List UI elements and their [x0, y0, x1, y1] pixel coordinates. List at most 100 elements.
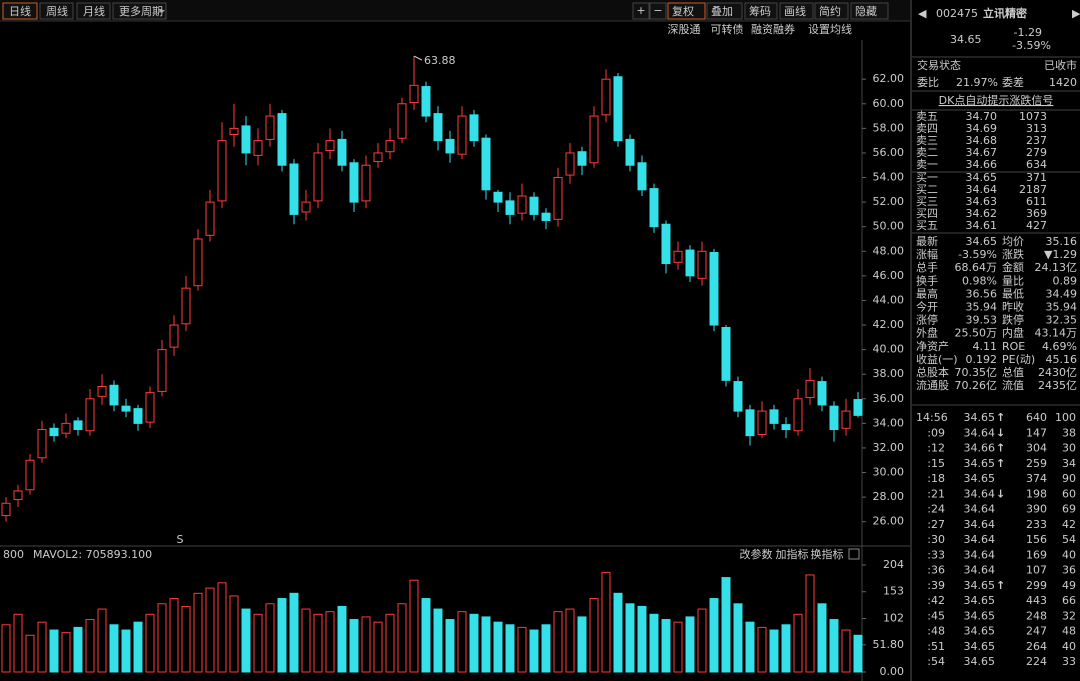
volume-bar — [469, 613, 479, 673]
zoom-label[interactable]: − — [653, 4, 662, 17]
volume-bar — [97, 608, 107, 673]
tick-count: 69 — [1062, 503, 1076, 516]
tick-time: :12 — [927, 442, 945, 455]
book-volume: 427 — [1026, 219, 1047, 232]
signal-banner[interactable]: DK点自动提示涨跌信号 — [939, 93, 1054, 107]
sub-link[interactable]: 可转债 — [711, 22, 744, 36]
tick-time: :45 — [927, 609, 945, 622]
y-tick-label: 46.00 — [873, 269, 905, 282]
candle-body — [637, 162, 647, 191]
indicator-tool[interactable]: 换指标 — [811, 547, 844, 561]
candle-body — [265, 115, 275, 140]
y-tick-label: 60.00 — [873, 97, 905, 110]
indicator-tool[interactable]: 改参数 — [740, 547, 773, 561]
volume-bar — [73, 626, 83, 673]
stat-label: 收益(一) — [916, 352, 958, 366]
tick-price: 34.64 — [964, 533, 996, 546]
sub-link[interactable]: 融资融券 — [751, 22, 795, 36]
candle-body — [613, 76, 623, 142]
period-label[interactable]: 月线 — [83, 4, 105, 18]
stat-label: 总值 — [1002, 365, 1024, 379]
diff-value: 1420 — [1049, 76, 1077, 89]
price-change-pct: -3.59% — [1012, 39, 1051, 52]
volume-bar — [349, 619, 359, 673]
zoom-button[interactable] — [632, 2, 650, 20]
sub-link[interactable]: 深股通 — [668, 23, 701, 36]
tool-button[interactable] — [779, 2, 814, 20]
stat-value: 0.192 — [966, 353, 998, 366]
tool-button[interactable] — [667, 2, 706, 20]
period-button[interactable] — [39, 2, 74, 20]
candle-body — [13, 490, 23, 501]
period-button[interactable] — [76, 2, 111, 20]
period-label[interactable]: 更多周期 — [119, 4, 163, 18]
candle-body — [73, 420, 83, 431]
candle-body — [565, 152, 575, 176]
tool-button[interactable] — [706, 2, 743, 20]
annotation-arrow — [413, 55, 423, 61]
tick-arrow: ↓ — [996, 426, 1005, 439]
volume-bar — [625, 603, 635, 673]
candle-body — [205, 201, 215, 236]
zoom-label[interactable]: + — [636, 4, 645, 17]
close-box[interactable] — [848, 548, 860, 560]
sub-link[interactable]: 设置均线 — [808, 22, 852, 36]
candle-body — [25, 459, 35, 491]
volume-bar — [661, 619, 671, 673]
stat-label: ROE — [1002, 340, 1025, 353]
price-change: -1.29 — [1014, 26, 1042, 39]
candle-body — [421, 86, 431, 117]
y-tick-label: 26.00 — [873, 515, 905, 528]
stat-value: 34.65 — [966, 235, 998, 248]
period-button[interactable] — [2, 2, 38, 20]
candle-body — [373, 152, 383, 163]
stat-label: 内盘 — [1002, 326, 1024, 340]
zoom-button[interactable] — [649, 2, 667, 20]
book-volume: 237 — [1026, 134, 1047, 147]
tool-label[interactable]: 简约 — [819, 4, 841, 18]
next-arrow[interactable]: ▶ — [1072, 7, 1080, 20]
period-label[interactable]: 日线 — [9, 4, 31, 18]
book-price: 34.70 — [966, 110, 998, 123]
tick-count: 40 — [1062, 548, 1076, 561]
tick-volume: 304 — [1026, 442, 1047, 455]
tool-button[interactable] — [850, 2, 889, 20]
book-volume: 1073 — [1019, 110, 1047, 123]
prev-arrow[interactable]: ◀ — [918, 7, 927, 20]
volume-bar — [685, 616, 695, 673]
high-annotation: 63.88 — [424, 54, 456, 67]
tick-arrow: ↑ — [996, 442, 1005, 455]
volume-bar — [205, 587, 215, 673]
tick-volume: 224 — [1026, 655, 1047, 668]
stat-value: 24.13亿 — [1035, 261, 1078, 274]
book-label: 买五 — [916, 219, 938, 232]
tick-volume: 156 — [1026, 533, 1047, 546]
candle-body — [313, 152, 323, 202]
tool-label[interactable]: 筹码 — [749, 4, 771, 18]
book-price: 34.66 — [966, 158, 998, 171]
tick-time: :27 — [927, 518, 945, 531]
tool-label[interactable]: 隐藏 — [855, 5, 877, 18]
candle-body — [97, 385, 107, 397]
tick-volume: 299 — [1026, 579, 1047, 592]
ratio-label: 委比 — [917, 76, 939, 89]
candle-body — [133, 408, 143, 424]
period-label[interactable]: 周线 — [46, 4, 68, 18]
tool-label[interactable]: 画线 — [784, 4, 806, 18]
indicator-tool[interactable]: 加指标 — [776, 547, 809, 561]
candle-body — [445, 138, 455, 154]
volume-bar — [121, 629, 131, 673]
period-button[interactable] — [112, 2, 167, 20]
candle-body — [145, 392, 155, 423]
tool-button[interactable] — [814, 2, 849, 20]
tool-label[interactable]: 复权 — [672, 4, 694, 18]
stat-value: 35.94 — [966, 301, 998, 314]
stat-label: 涨幅 — [916, 248, 938, 261]
tool-button[interactable] — [744, 2, 778, 20]
tick-volume: 247 — [1026, 625, 1047, 638]
volume-bar — [433, 608, 443, 673]
tool-label[interactable]: 叠加 — [711, 5, 733, 18]
candle-body — [829, 405, 839, 431]
tick-volume: 248 — [1026, 609, 1047, 622]
volume-bar — [301, 608, 311, 673]
